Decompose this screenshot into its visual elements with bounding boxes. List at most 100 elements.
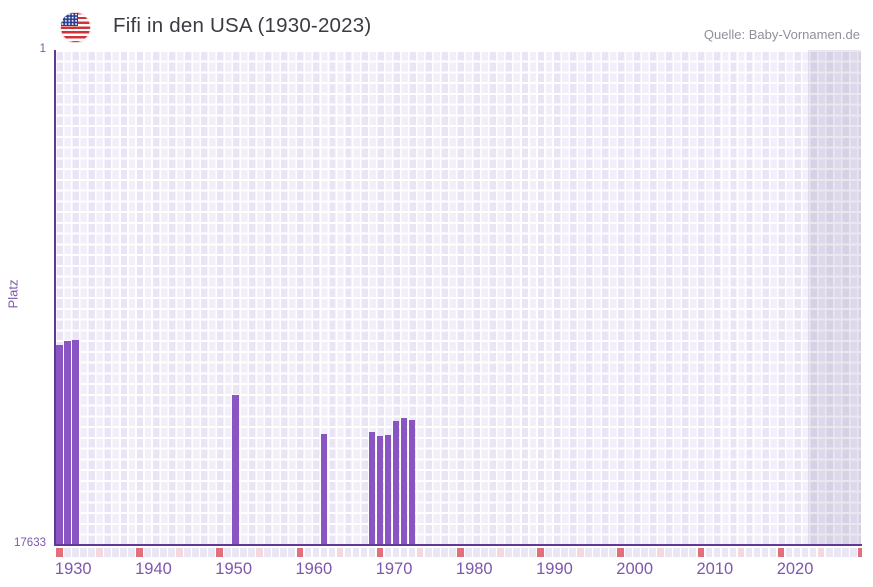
x-tick-1963 <box>320 547 328 557</box>
x-tick-1961 <box>304 547 312 557</box>
x-tick-1944 <box>168 547 175 557</box>
x-tick-2022 <box>793 547 801 557</box>
plot-area <box>55 50 861 544</box>
x-tick-1986 <box>505 547 512 557</box>
bar-1952[interactable] <box>232 394 240 544</box>
x-tick-1960 <box>296 547 304 557</box>
x-tick-1948 <box>200 547 207 557</box>
x-tick-1951 <box>224 547 231 557</box>
x-tick-2010 <box>697 547 705 557</box>
x-tick-2005 <box>657 547 665 557</box>
x-tick-1938 <box>120 547 127 557</box>
x-tick-1997 <box>593 547 600 557</box>
x-tick-1936 <box>104 547 111 557</box>
x-axis-label-1940: 1940 <box>135 560 172 578</box>
bar-1963[interactable] <box>320 434 328 544</box>
x-tick-1993 <box>561 547 568 557</box>
bar-1931[interactable] <box>63 341 71 544</box>
x-axis-label-1930: 1930 <box>54 560 92 578</box>
bar-1969[interactable] <box>368 431 376 544</box>
us-flag-canton <box>61 13 78 26</box>
x-tick-1950 <box>216 547 223 557</box>
bar-1974[interactable] <box>408 420 416 544</box>
y-axis-tick-bottom: 17633 <box>14 537 46 549</box>
x-axis-label-1990: 1990 <box>536 560 573 578</box>
x-tick-1973 <box>400 547 408 557</box>
x-tick-2007 <box>673 547 681 557</box>
x-tick-1940 <box>136 547 143 557</box>
x-tick-2024 <box>809 547 817 557</box>
bar-1930[interactable] <box>55 344 63 544</box>
x-tick-1969 <box>368 547 376 557</box>
x-tick-1982 <box>472 547 480 557</box>
page-title: Fifi in den USA (1930-2023) <box>113 14 372 37</box>
x-tick-1996 <box>585 547 592 557</box>
x-tick-1983 <box>480 547 488 557</box>
x-tick-1952 <box>232 547 240 557</box>
x-tick-1990 <box>537 547 544 557</box>
x-tick-1931 <box>63 547 71 557</box>
x-tick-1979 <box>448 547 456 557</box>
source-credit: Quelle: Baby-Vornamen.de <box>703 27 860 42</box>
x-axis-label-1970: 1970 <box>375 560 413 578</box>
x-tick-2028 <box>841 547 849 557</box>
x-tick-1987 <box>513 547 520 557</box>
x-tick-1972 <box>392 547 400 557</box>
x-tick-1964 <box>328 547 336 557</box>
x-tick-2019 <box>769 547 777 557</box>
x-tick-1962 <box>312 547 320 557</box>
x-tick-1999 <box>609 547 616 557</box>
x-tick-1991 <box>545 547 552 557</box>
x-tick-1942 <box>152 547 159 557</box>
x-tick-1939 <box>128 547 135 557</box>
x-tick-2029 <box>849 547 857 557</box>
x-tick-1975 <box>416 547 424 557</box>
x-tick-2003 <box>641 547 649 557</box>
x-tick-1980 <box>456 547 464 557</box>
x-tick-1970 <box>376 547 384 557</box>
x-tick-1930 <box>55 547 63 557</box>
x-tick-2015 <box>737 547 745 557</box>
x-tick-1977 <box>432 547 440 557</box>
x-tick-1965 <box>336 547 344 557</box>
x-tick-1953 <box>240 547 248 557</box>
x-tick-2013 <box>721 547 729 557</box>
x-axis-label-1980: 1980 <box>455 560 493 578</box>
bar-1972[interactable] <box>392 420 400 544</box>
x-tick-1971 <box>384 547 392 557</box>
bar-1932[interactable] <box>71 339 79 544</box>
x-tick-1988 <box>521 547 528 557</box>
bar-1971[interactable] <box>384 434 392 544</box>
x-tick-1956 <box>264 547 272 557</box>
x-tick-1998 <box>601 547 608 557</box>
x-tick-1994 <box>569 547 576 557</box>
x-tick-strip <box>54 547 862 558</box>
x-tick-1955 <box>256 547 264 557</box>
x-tick-2006 <box>665 547 673 557</box>
x-tick-1947 <box>192 547 199 557</box>
y-axis-tick-top: 1 <box>39 43 46 55</box>
x-tick-1932 <box>71 547 79 557</box>
x-tick-1985 <box>497 547 504 557</box>
x-tick-1949 <box>208 547 215 557</box>
x-tick-1941 <box>144 547 151 557</box>
x-tick-1959 <box>288 547 296 557</box>
x-tick-1989 <box>529 547 536 557</box>
x-tick-1981 <box>464 547 472 557</box>
x-axis-line <box>54 544 862 547</box>
bar-1973[interactable] <box>400 417 408 544</box>
x-tick-2011 <box>705 547 713 557</box>
y-axis-title: Platz <box>5 279 21 309</box>
x-tick-1974 <box>408 547 416 557</box>
out-of-range-shade <box>808 50 861 544</box>
x-tick-2014 <box>729 547 737 557</box>
x-axis-label-1960: 1960 <box>295 560 333 578</box>
x-tick-2027 <box>833 547 841 557</box>
x-tick-2002 <box>633 547 641 557</box>
x-tick-2023 <box>801 547 809 557</box>
bar-1970[interactable] <box>376 436 384 544</box>
x-tick-1976 <box>424 547 432 557</box>
x-tick-2021 <box>785 547 793 557</box>
x-tick-2030 <box>857 547 862 557</box>
